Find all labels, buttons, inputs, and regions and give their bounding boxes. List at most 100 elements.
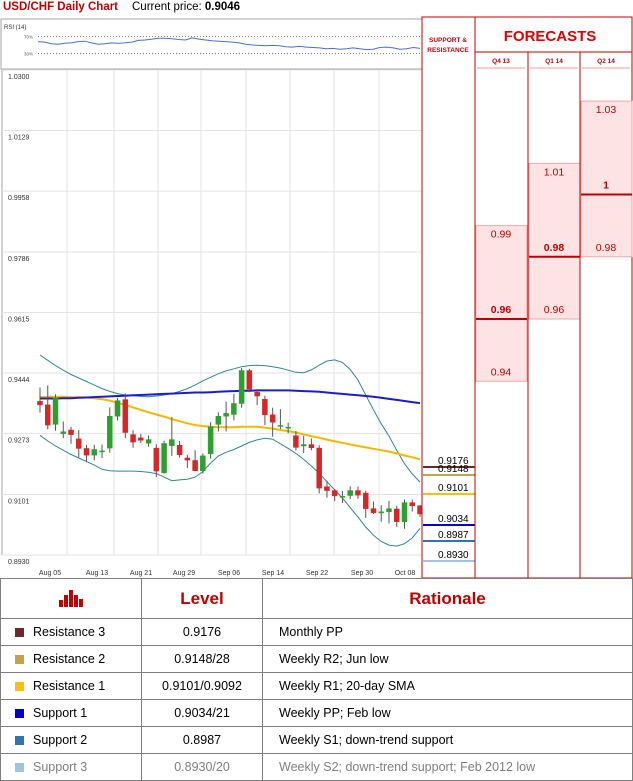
current-price: Current price: 0.9046 (132, 1, 240, 13)
candle-body (339, 495, 346, 498)
level-name: Resistance 3 (33, 625, 106, 639)
current-price-value: 0.9046 (204, 1, 241, 13)
x-tick-label: Sep 14 (262, 570, 284, 577)
x-tick-label: Sep 22 (306, 570, 328, 577)
candle-body (386, 508, 392, 513)
level-name-cell: Resistance 2 (0, 645, 142, 673)
candle-body (401, 502, 408, 522)
candle-body (293, 435, 299, 448)
forecast-column-name: Q1 14 (545, 58, 563, 65)
sr-level-label: 0.8987 (438, 530, 469, 541)
sr-label-line2: RESISTANCE (427, 47, 469, 54)
rsi-label: RSI (14) (4, 25, 26, 31)
table-row: Resistance 3 0.9176 Monthly PP (0, 618, 633, 646)
candle-body (355, 490, 361, 496)
current-price-label: Current price: (132, 1, 202, 13)
rsi-panel: RSI (14) 70% 30% (0, 18, 423, 70)
sr-label-line1: SUPPORT & (429, 37, 467, 44)
level-name: Resistance 1 (33, 679, 106, 693)
candle-body (246, 370, 253, 390)
x-tick-label: Aug 13 (86, 570, 108, 577)
chart-title: USD/CHF Daily Chart (3, 1, 119, 13)
table-header-icon-cell (0, 578, 142, 619)
candle-body (409, 502, 415, 507)
y-tick-label: 0.9958 (8, 195, 30, 202)
sr-level-label: 0.9034 (438, 514, 469, 525)
level-color-swatch (15, 736, 24, 746)
candle-body (91, 449, 98, 456)
forecast-mid-label: 0.96 (491, 304, 512, 316)
chart-area: RSI (14) 70% 30% 1.0300 1.0129 0.9958 0.9786 0… (0, 16, 633, 578)
y-tick-label: 0.9273 (8, 438, 30, 445)
candle-body (378, 511, 384, 514)
x-tick-label: Sep 06 (218, 570, 240, 577)
moving-average-blue-line (40, 389, 421, 405)
sr-level-label: 0.8930 (438, 550, 469, 561)
candle-body (300, 444, 307, 447)
price-chart: 1.0300 1.0129 0.9958 0.9786 0.9615 0.9444 0.92… (1, 69, 423, 577)
rsi-level-low: 30% (24, 51, 33, 56)
y-tick-label: 0.9615 (8, 317, 30, 324)
level-name-cell: Support 2 (0, 726, 142, 754)
candle-body (316, 447, 322, 489)
candle-body (176, 445, 183, 456)
candle-body (215, 415, 222, 425)
level-rationale: Weekly S2; down-trend support; Feb 2012 … (262, 753, 633, 781)
forecast-column-name: Q2 14 (597, 58, 615, 65)
level-color-swatch (15, 628, 24, 638)
rsi-frame (0, 18, 423, 70)
forecast-low-label: 0.96 (544, 304, 565, 316)
candle-body (37, 401, 43, 406)
candle-body (347, 490, 353, 496)
rsi-line (37, 37, 421, 51)
candle-body (130, 434, 136, 443)
level-value: 0.8987 (141, 726, 263, 754)
level-value: 0.9176 (141, 618, 263, 646)
candle-body (99, 450, 105, 453)
candle-body (138, 437, 144, 441)
candle-body (324, 486, 330, 491)
forecast-low-label: 0.94 (491, 366, 512, 378)
bollinger-lower-line (39, 434, 421, 547)
candle-body (269, 414, 276, 423)
chart-header: USD/CHF Daily Chart Current price: 0.904… (0, 0, 420, 16)
x-tick-label: Aug 05 (39, 570, 61, 577)
candle-body (76, 438, 82, 449)
candle-body (370, 508, 377, 514)
candle-body (262, 398, 268, 416)
table-row: Resistance 2 0.9148/28 Weekly R2; Jun low (0, 645, 633, 673)
level-value: 0.8930/20 (141, 753, 263, 781)
level-color-swatch (15, 763, 24, 773)
level-color-swatch (15, 682, 24, 692)
candle-body (285, 426, 291, 429)
sr-level-label: 0.9176 (438, 456, 469, 467)
table-row: Support 1 0.9034/21 Weekly PP; Feb low (0, 699, 633, 727)
table-header-rationale: Rationale (262, 578, 633, 619)
candle-body (254, 391, 260, 397)
candle-body (184, 457, 191, 461)
level-color-swatch (15, 709, 24, 719)
forecasts-title: FORECASTS (504, 28, 597, 45)
x-tick-label: Aug 21 (130, 570, 152, 577)
rsi-level-high: 70% (24, 35, 33, 40)
level-value: 0.9148/28 (141, 645, 263, 673)
table-header-level: Level (141, 578, 263, 619)
y-tick-label: 1.0300 (8, 74, 30, 81)
y-tick-label: 1.0129 (8, 135, 30, 142)
forecast-range-box (475, 225, 528, 382)
candle-body (308, 444, 315, 448)
y-tick-label: 0.9444 (8, 377, 30, 384)
levels-table: Level Rationale Resistance 3 0.9176 Monthl… (0, 578, 633, 781)
candle-body (231, 403, 237, 415)
candle-body (68, 429, 74, 435)
candle-body (393, 508, 400, 522)
candle-body (223, 413, 229, 417)
x-tick-label: Oct 08 (395, 570, 416, 577)
bollinger-upper-line (39, 354, 421, 483)
candle-body (114, 400, 121, 417)
forecast-high-label: 0.99 (491, 229, 512, 241)
candle-body (192, 460, 198, 471)
candle-body (362, 492, 369, 509)
forecasts-panel: FORECASTS Q4 13 0.99 0.96 0.94 Q1 14 1.01 0.98 0… (474, 16, 633, 578)
candle-body (45, 404, 51, 426)
